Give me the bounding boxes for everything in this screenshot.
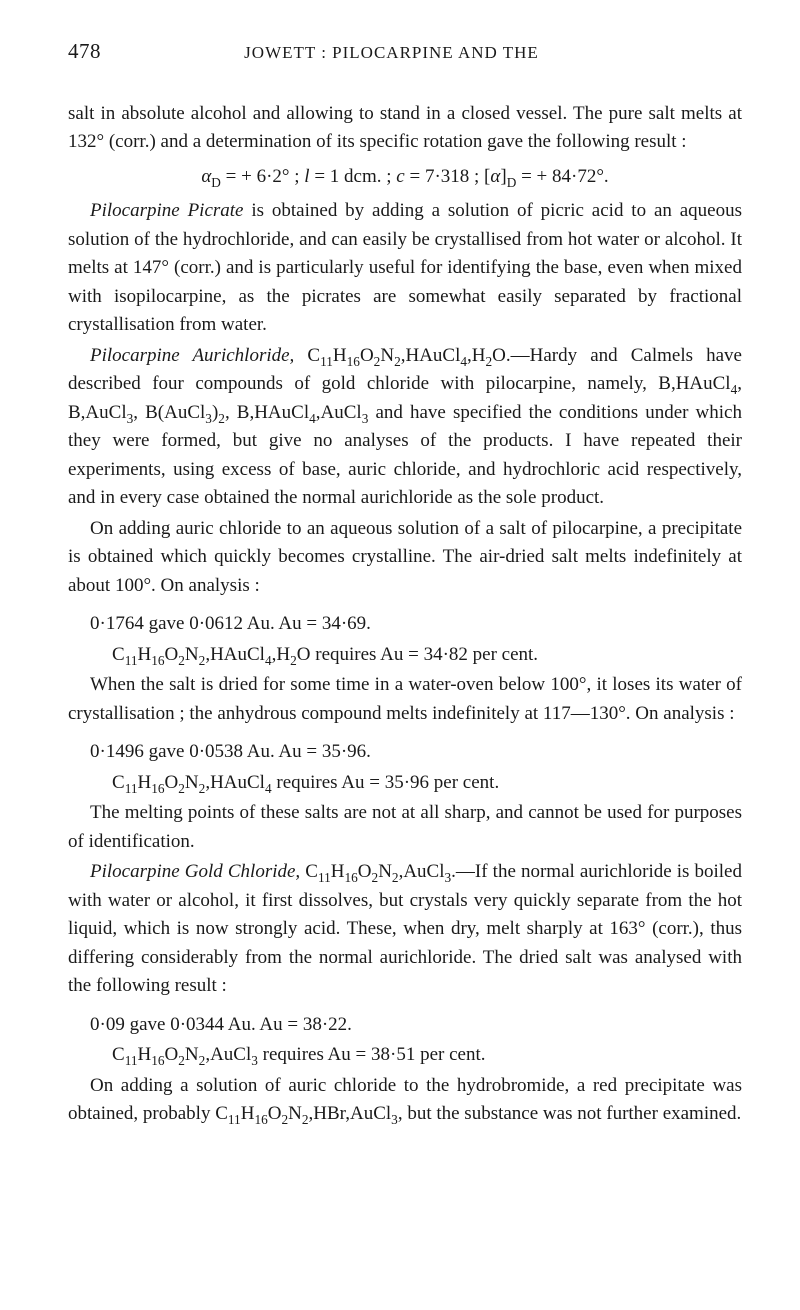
p6-g: O requires Au = 34·82 per cent. xyxy=(297,644,538,665)
p6-s2c: 2 xyxy=(290,652,297,667)
p9-e: ,HAuCl xyxy=(205,772,265,793)
p14-b: H xyxy=(241,1103,255,1124)
p11-d: O xyxy=(358,861,372,882)
eq-alpha2: α xyxy=(490,166,500,187)
p13-s3: 3 xyxy=(251,1053,258,1068)
p14-e: ,HBr,AuCl xyxy=(309,1103,392,1124)
p6-b: H xyxy=(138,644,152,665)
p3-g: ,H xyxy=(467,345,485,366)
p6-d: N xyxy=(185,644,199,665)
p13-s2a: 2 xyxy=(178,1053,185,1068)
p3-f: ,HAuCl xyxy=(401,345,461,366)
p6-s11: 11 xyxy=(125,652,138,667)
running-title: JOWETT : PILOCARPINE AND THE xyxy=(41,40,742,66)
p13-e: ,AuCl xyxy=(205,1044,251,1065)
p11-ital: Pilocarpine Gold Chloride, xyxy=(90,861,300,882)
analysis-line-4: C11H16O2N2,HAuCl4 requires Au = 35·96 pe… xyxy=(68,769,742,798)
p9-s4: 4 xyxy=(265,780,272,795)
paragraph-4: On adding auric chloride to an aqueous s… xyxy=(68,515,742,601)
analysis-line-5: 0·09 gave 0·0344 Au. Au = 38·22. xyxy=(68,1011,742,1040)
p14-s3: 3 xyxy=(391,1112,398,1127)
paragraph-1: salt in absolute alcohol and allowing to… xyxy=(68,100,742,157)
analysis-line-2: C11H16O2N2,HAuCl4,H2O requires Au = 34·8… xyxy=(68,641,742,670)
p11-s11: 11 xyxy=(318,870,331,885)
p6-s16: 16 xyxy=(151,652,164,667)
analysis-line-1: 0·1764 gave 0·0612 Au. Au = 34·69. xyxy=(68,610,742,639)
p11-s2b: 2 xyxy=(392,870,399,885)
p6-s2a: 2 xyxy=(178,652,185,667)
paragraph-10: The melting points of these salts are no… xyxy=(68,799,742,856)
p9-s16: 16 xyxy=(151,780,164,795)
p13-a: C xyxy=(112,1044,125,1065)
p11-s16: 16 xyxy=(345,870,358,885)
p3-s4c: 4 xyxy=(309,410,316,425)
p14-d: N xyxy=(288,1103,302,1124)
p3-s16: 16 xyxy=(347,353,360,368)
eq-part-i: = + 84·72°. xyxy=(516,166,608,187)
p3-s2d: 2 xyxy=(218,410,225,425)
p3-s11: 11 xyxy=(320,353,333,368)
eq-sub-d2: D xyxy=(507,174,517,189)
p3-ital: Pilocarpine Aurichloride, xyxy=(90,345,294,366)
p3-s3b: 3 xyxy=(205,410,212,425)
p9-f: requires Au = 35·96 per cent. xyxy=(272,772,500,793)
p3-e: N xyxy=(380,345,394,366)
paragraph-7: When the salt is dried for some time in … xyxy=(68,671,742,728)
p9-b: H xyxy=(138,772,152,793)
paragraph-3: Pilocarpine Aurichloride, C11H16O2N2,HAu… xyxy=(68,342,742,513)
paragraph-14: On adding a solution of auric chloride t… xyxy=(68,1072,742,1129)
p3-s2b: 2 xyxy=(394,353,401,368)
eq-part-b: = + 6·2° ; xyxy=(221,166,304,187)
p14-s16: 16 xyxy=(254,1112,267,1127)
body-text: salt in absolute alcohol and allowing to… xyxy=(68,100,742,1129)
eq-sub-d: D xyxy=(211,174,221,189)
p13-f: requires Au = 38·51 per cent. xyxy=(258,1044,486,1065)
p13-s11: 11 xyxy=(125,1053,138,1068)
p3-j: , B(AuCl xyxy=(133,402,205,423)
eq-alpha: α xyxy=(201,166,211,187)
p14-s2b: 2 xyxy=(302,1112,309,1127)
p14-f: , but the substance was not further exam… xyxy=(398,1103,741,1124)
p11-c: H xyxy=(331,861,345,882)
p3-c: H xyxy=(333,345,347,366)
paragraph-2: Pilocarpine Picrate is obtained by addin… xyxy=(68,197,742,340)
p3-m: ,AuCl xyxy=(316,402,362,423)
analysis-line-6: C11H16O2N2,AuCl3 requires Au = 38·51 per… xyxy=(68,1041,742,1070)
p6-s4: 4 xyxy=(265,652,272,667)
p9-d: N xyxy=(185,772,199,793)
p2-ital: Pilocarpine Picrate xyxy=(90,200,244,221)
p3-b: C xyxy=(294,345,320,366)
p11-e: N xyxy=(378,861,392,882)
p14-c: O xyxy=(268,1103,282,1124)
p13-s16: 16 xyxy=(151,1053,164,1068)
page-header: 478 JOWETT : PILOCARPINE AND THE xyxy=(68,36,742,68)
eq-part-d: = 1 dcm. ; xyxy=(310,166,397,187)
p3-l: , B,HAuCl xyxy=(225,402,309,423)
p9-s11: 11 xyxy=(125,780,138,795)
p11-b: C xyxy=(300,861,318,882)
p9-c: O xyxy=(165,772,179,793)
equation-1: αD = + 6·2° ; l = 1 dcm. ; c = 7·318 ; [… xyxy=(68,163,742,192)
p14-s11: 11 xyxy=(228,1112,241,1127)
paragraph-11: Pilocarpine Gold Chloride, C11H16O2N2,Au… xyxy=(68,858,742,1001)
p9-a: C xyxy=(112,772,125,793)
p13-c: O xyxy=(165,1044,179,1065)
p6-a: C xyxy=(112,644,125,665)
eq-c: c xyxy=(396,166,404,187)
analysis-line-3: 0·1496 gave 0·0538 Au. Au = 35·96. xyxy=(68,738,742,767)
p6-c: O xyxy=(165,644,179,665)
p11-f: ,AuCl xyxy=(399,861,445,882)
p9-s2a: 2 xyxy=(178,780,185,795)
p13-b: H xyxy=(138,1044,152,1065)
p6-e: ,HAuCl xyxy=(205,644,265,665)
p13-d: N xyxy=(185,1044,199,1065)
p3-d: O xyxy=(360,345,374,366)
p6-f: ,H xyxy=(272,644,290,665)
eq-part-f: = 7·318 ; [ xyxy=(405,166,491,187)
